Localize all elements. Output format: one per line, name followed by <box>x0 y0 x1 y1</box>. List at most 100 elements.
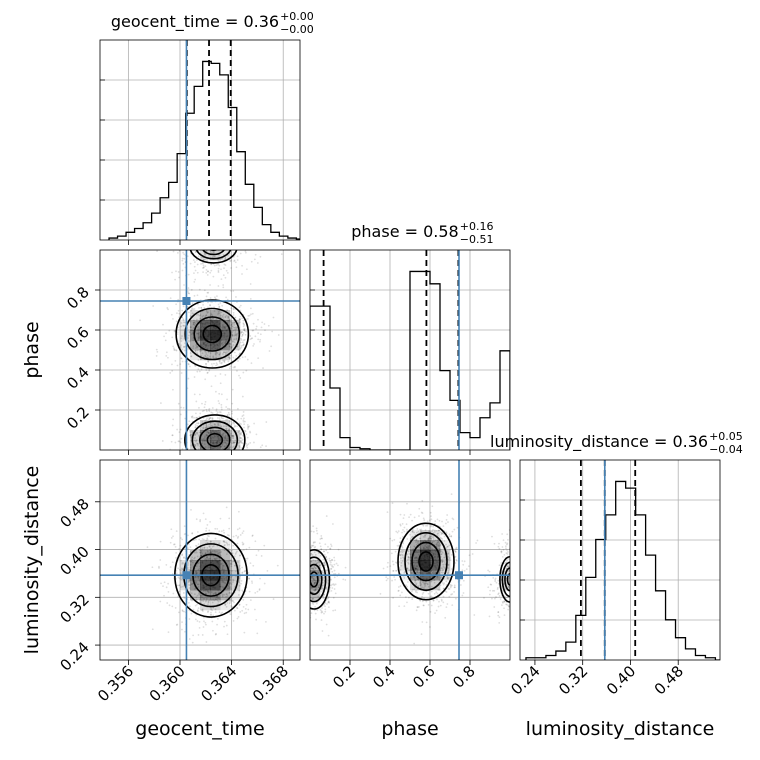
sample-point <box>183 284 185 286</box>
sample-point <box>194 423 197 426</box>
sample-point <box>436 575 438 578</box>
sample-point <box>421 586 423 589</box>
sample-point <box>170 313 173 316</box>
sample-point <box>180 578 183 581</box>
sample-point <box>440 575 443 578</box>
sample-point <box>257 332 260 335</box>
sample-point <box>306 578 308 580</box>
sample-point <box>209 482 211 484</box>
sample-point <box>503 600 505 603</box>
sample-point <box>233 326 236 329</box>
sample-point <box>171 336 174 339</box>
sample-point <box>206 231 208 233</box>
sample-point <box>227 356 230 359</box>
sample-point <box>194 426 197 428</box>
sample-point <box>202 271 204 274</box>
sample-point <box>200 222 202 224</box>
sample-point <box>208 418 211 421</box>
sample-point <box>242 332 245 335</box>
sample-point <box>193 245 195 247</box>
title-value: geocent_time = 0.36 <box>111 12 279 32</box>
sample-point <box>200 457 202 459</box>
sample-point <box>195 596 198 599</box>
sample-point <box>193 443 196 446</box>
sample-point <box>511 568 513 570</box>
sample-point <box>421 600 424 603</box>
sample-point <box>227 254 229 257</box>
sample-point <box>210 363 213 365</box>
density-cell <box>200 320 211 331</box>
sample-point <box>220 530 223 533</box>
sample-point <box>239 611 242 613</box>
sample-point <box>214 424 216 426</box>
sample-point <box>189 326 192 329</box>
sample-point <box>416 606 419 608</box>
sample-point <box>226 490 228 492</box>
sample-point <box>304 574 306 576</box>
sample-point <box>224 236 226 238</box>
sample-point <box>200 256 203 259</box>
sample-point <box>325 515 328 517</box>
sample-point <box>210 540 213 543</box>
sample-point <box>236 425 238 428</box>
sample-point <box>440 575 442 578</box>
sample-point <box>327 600 330 603</box>
sample-point <box>434 531 436 533</box>
sample-point <box>220 425 223 427</box>
sample-point <box>303 549 305 551</box>
sample-point <box>199 594 202 597</box>
sample-point <box>221 611 224 614</box>
sample-point <box>203 443 206 446</box>
sample-point <box>399 554 402 557</box>
sample-point <box>252 344 255 347</box>
sample-point <box>314 545 317 548</box>
sample-point <box>240 455 242 457</box>
sample-point <box>495 596 497 598</box>
sample-point <box>294 595 296 597</box>
sample-point <box>188 456 190 458</box>
sample-point <box>528 611 530 613</box>
sample-point <box>232 434 235 437</box>
sample-point <box>271 330 274 333</box>
sample-point <box>310 587 313 590</box>
sample-point <box>415 589 417 592</box>
sample-point <box>183 562 185 565</box>
sample-point <box>226 456 228 458</box>
sample-point <box>218 417 221 420</box>
sample-point <box>415 539 418 542</box>
sample-point <box>228 592 231 594</box>
density-cell <box>220 310 231 321</box>
sample-point <box>199 519 202 521</box>
sample-point <box>497 579 500 582</box>
sample-point <box>306 539 308 541</box>
sample-point <box>305 563 307 565</box>
sample-point <box>214 297 217 300</box>
sample-point <box>393 576 396 578</box>
sample-point <box>406 570 409 572</box>
sample-point <box>253 608 256 611</box>
sample-point <box>212 471 214 473</box>
sample-point <box>500 562 503 564</box>
sample-point <box>183 346 186 348</box>
sample-point <box>229 582 232 585</box>
sample-point <box>196 230 198 232</box>
sample-point <box>222 456 224 458</box>
sample-point <box>407 567 409 570</box>
sample-point <box>161 440 164 442</box>
sample-point <box>401 591 403 594</box>
sample-point <box>238 318 241 321</box>
sample-point <box>230 432 232 435</box>
sample-point <box>171 434 174 437</box>
sample-point <box>489 583 492 586</box>
sample-point <box>320 535 323 537</box>
sample-point <box>204 226 206 228</box>
sample-point <box>446 552 449 555</box>
sample-point <box>181 454 183 456</box>
sample-point <box>305 583 307 585</box>
sample-point <box>210 240 212 242</box>
sample-point <box>491 589 494 592</box>
sample-point <box>272 316 275 319</box>
sample-point <box>450 493 453 496</box>
sample-point <box>207 456 209 458</box>
sample-point <box>200 438 203 441</box>
